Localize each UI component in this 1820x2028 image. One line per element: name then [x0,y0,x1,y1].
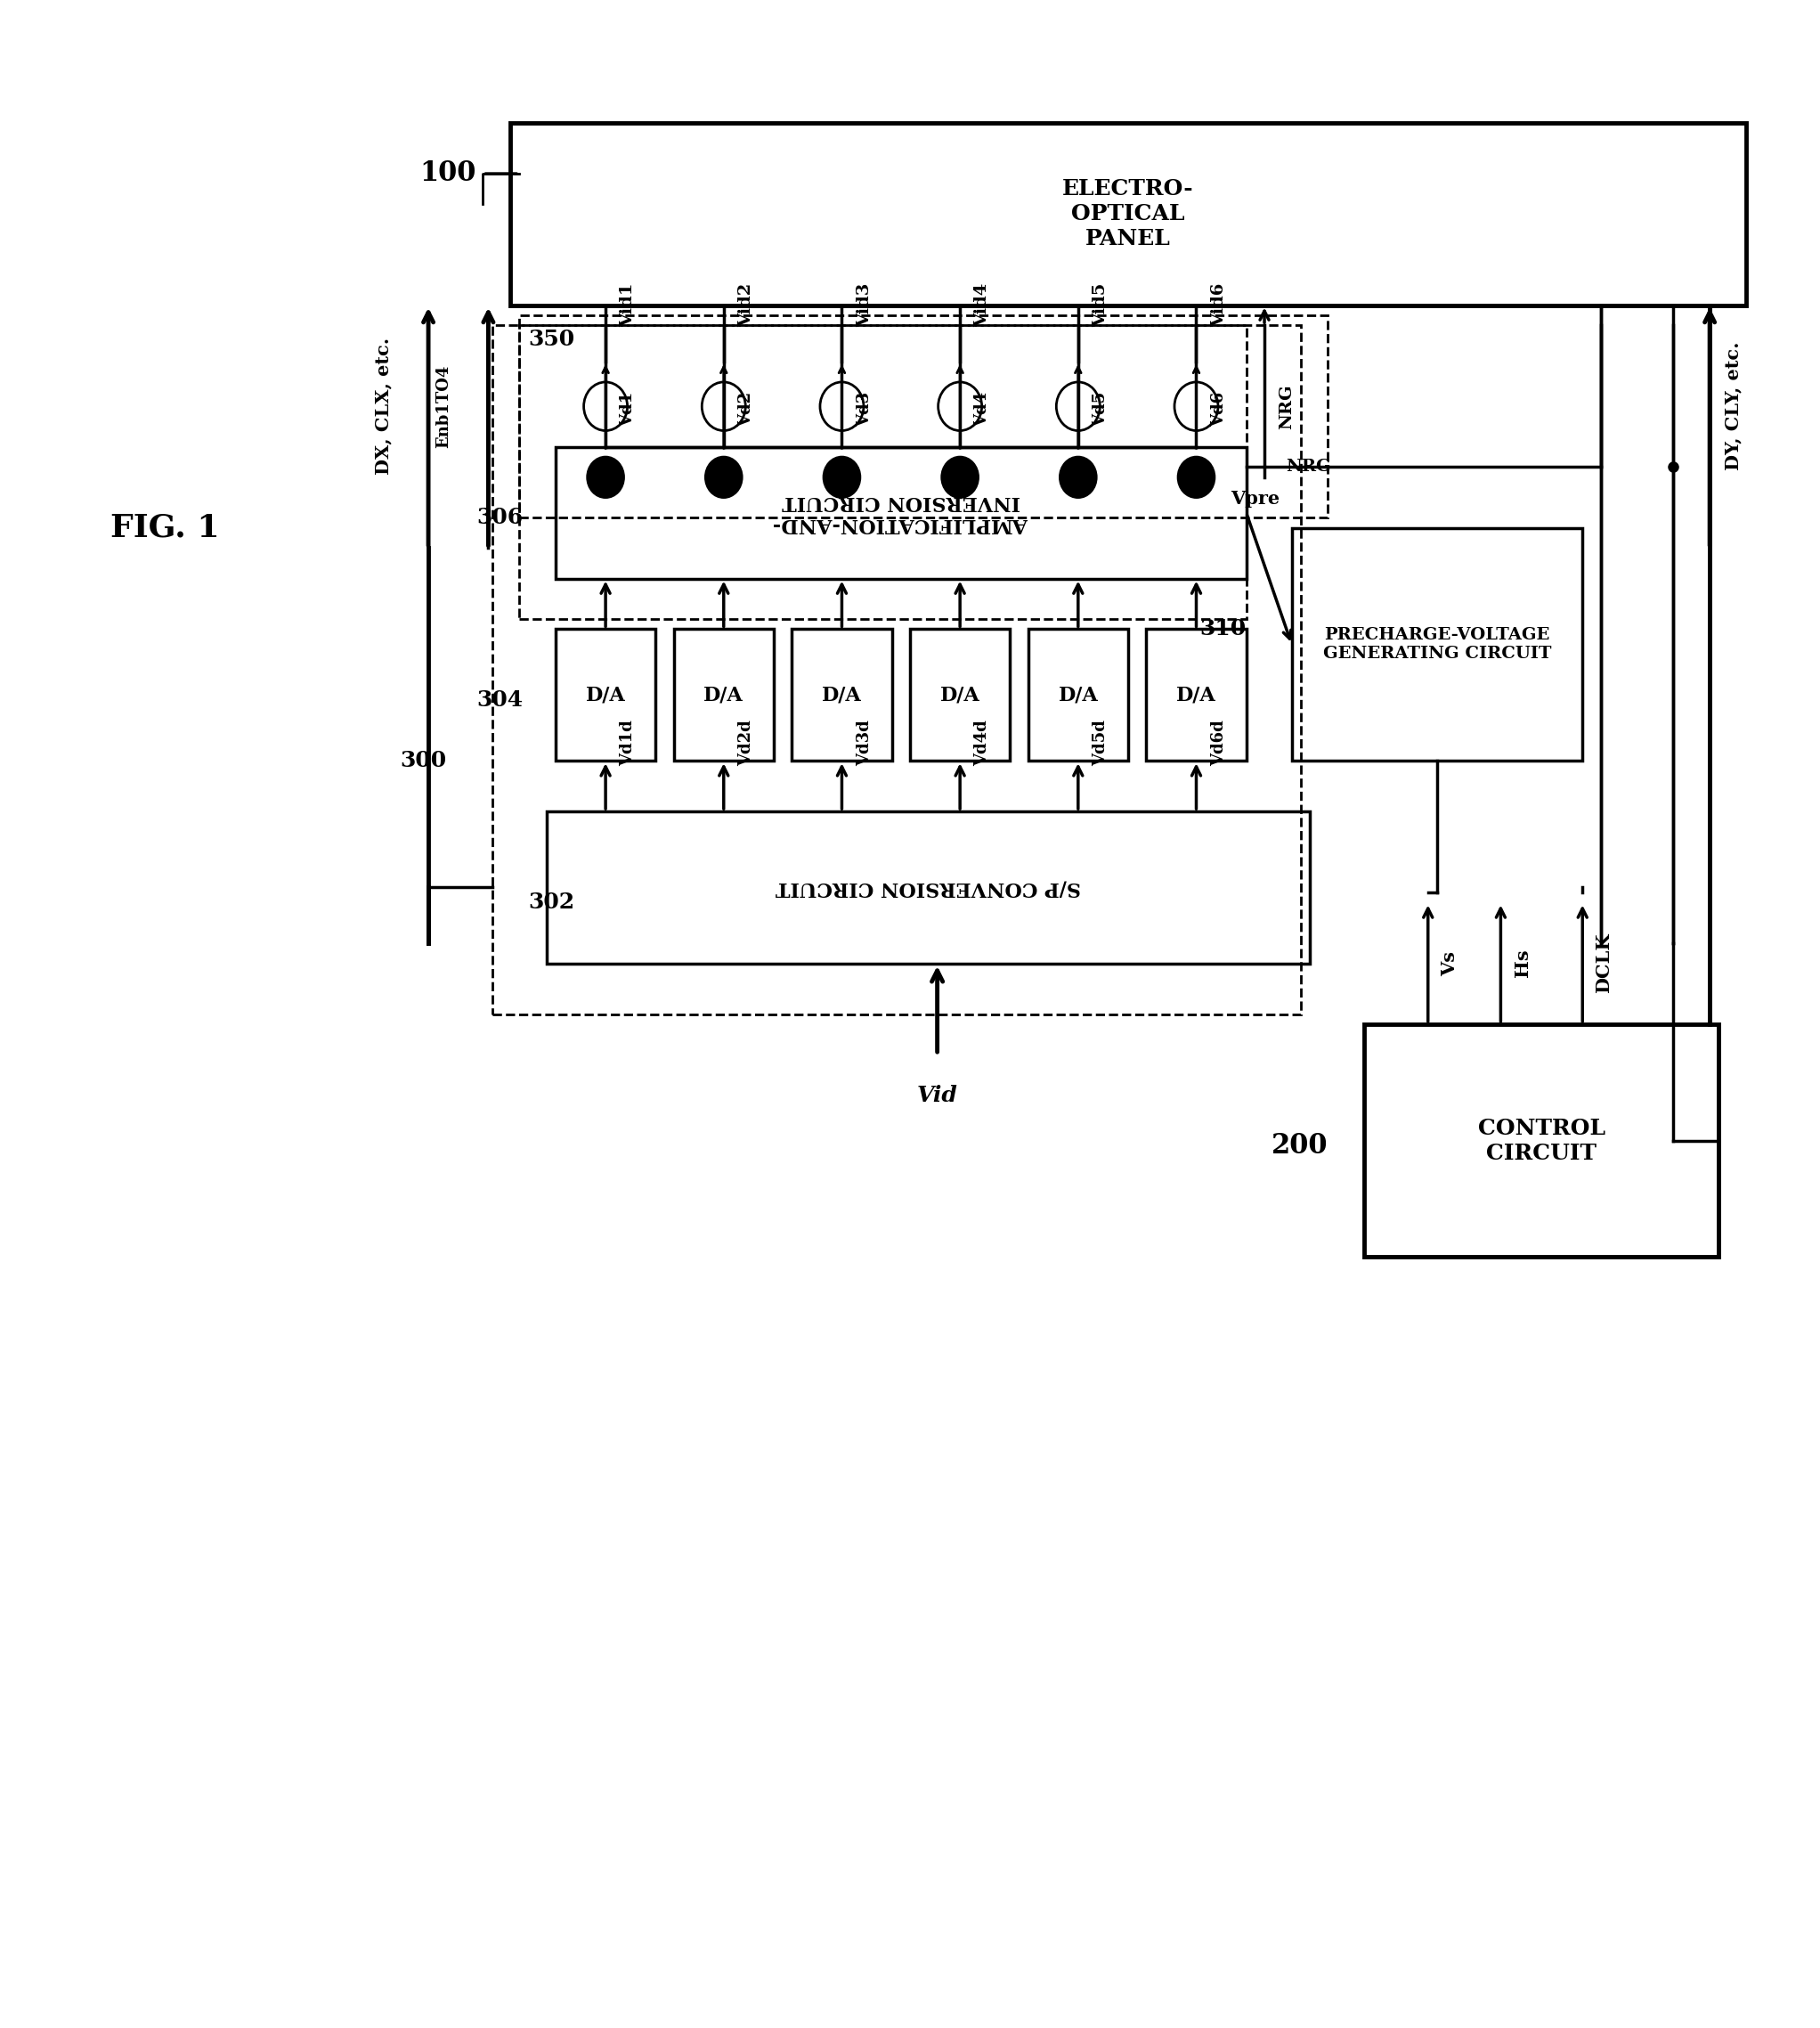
Text: 306: 306 [477,507,522,529]
Text: Vs: Vs [1441,951,1458,975]
Text: CONTROL
CIRCUIT: CONTROL CIRCUIT [1478,1117,1605,1164]
Text: Enb1TO4: Enb1TO4 [437,365,451,448]
Text: AMPLIFICATION-AND-
INVERSION CIRCUIT: AMPLIFICATION-AND- INVERSION CIRCUIT [774,491,1028,533]
Text: Vid2: Vid2 [739,284,753,327]
Bar [519,324,1247,619]
Text: Vd5: Vd5 [1092,391,1108,426]
Bar [491,324,1301,1014]
Text: D/A: D/A [1057,685,1097,706]
Text: 200: 200 [1272,1132,1329,1160]
Bar [1292,527,1582,760]
Text: 302: 302 [528,892,575,913]
Text: Vd1: Vd1 [621,391,637,426]
Bar [555,446,1247,578]
Text: ELECTRO-
OPTICAL
PANEL: ELECTRO- OPTICAL PANEL [1063,178,1194,249]
Text: NRG: NRG [1287,458,1330,475]
Bar [519,314,1329,517]
Text: Hs: Hs [1514,949,1531,977]
Text: 100: 100 [419,160,475,187]
Text: Vd2: Vd2 [739,391,753,426]
Text: Vid: Vid [917,1085,957,1105]
Text: D/A: D/A [941,685,979,706]
Text: Vid3: Vid3 [857,284,872,327]
Circle shape [824,456,861,497]
Text: Vd3: Vd3 [857,391,872,426]
Text: Vd6d: Vd6d [1210,720,1227,767]
Text: Vid6: Vid6 [1210,284,1227,327]
Bar [510,124,1745,304]
Bar [555,629,655,760]
Text: Vpre: Vpre [1230,491,1279,507]
Text: 310: 310 [1199,619,1247,641]
Circle shape [941,456,977,497]
Bar [910,629,1010,760]
Bar [792,629,892,760]
Text: Vd1d: Vd1d [621,720,637,767]
Text: FIG. 1: FIG. 1 [111,513,220,544]
Bar [1028,629,1128,760]
Text: 300: 300 [400,750,446,771]
Bar [673,629,774,760]
Bar [1147,629,1247,760]
Text: DCLK: DCLK [1594,933,1613,994]
Text: Vd5d: Vd5d [1092,720,1108,767]
Text: S/P CONVERSION CIRCUIT: S/P CONVERSION CIRCUIT [775,878,1081,896]
Text: D/A: D/A [586,685,626,706]
Text: Vd4d: Vd4d [974,720,990,767]
Bar [1365,1024,1718,1257]
Text: Vd6: Vd6 [1210,391,1227,426]
Text: Vid4: Vid4 [974,284,990,327]
Circle shape [1178,456,1214,497]
Text: D/A: D/A [704,685,744,706]
Text: D/A: D/A [1176,685,1216,706]
Text: Vid5: Vid5 [1092,284,1108,327]
Text: DY, CLY, etc.: DY, CLY, etc. [1724,343,1742,470]
Text: Vd4: Vd4 [974,391,990,426]
Text: 304: 304 [477,690,522,710]
Circle shape [706,456,743,497]
Text: Vd2d: Vd2d [739,720,753,767]
Bar [546,811,1310,963]
Text: PRECHARGE-VOLTAGE
GENERATING CIRCUIT: PRECHARGE-VOLTAGE GENERATING CIRCUIT [1323,627,1551,661]
Text: Vd3d: Vd3d [857,720,872,767]
Text: 350: 350 [528,329,575,351]
Text: NRG: NRG [1279,383,1296,428]
Circle shape [1059,456,1096,497]
Text: D/A: D/A [823,685,861,706]
Circle shape [588,456,624,497]
Text: DX, CLX, etc.: DX, CLX, etc. [375,339,391,475]
Text: Vid1: Vid1 [621,284,637,327]
